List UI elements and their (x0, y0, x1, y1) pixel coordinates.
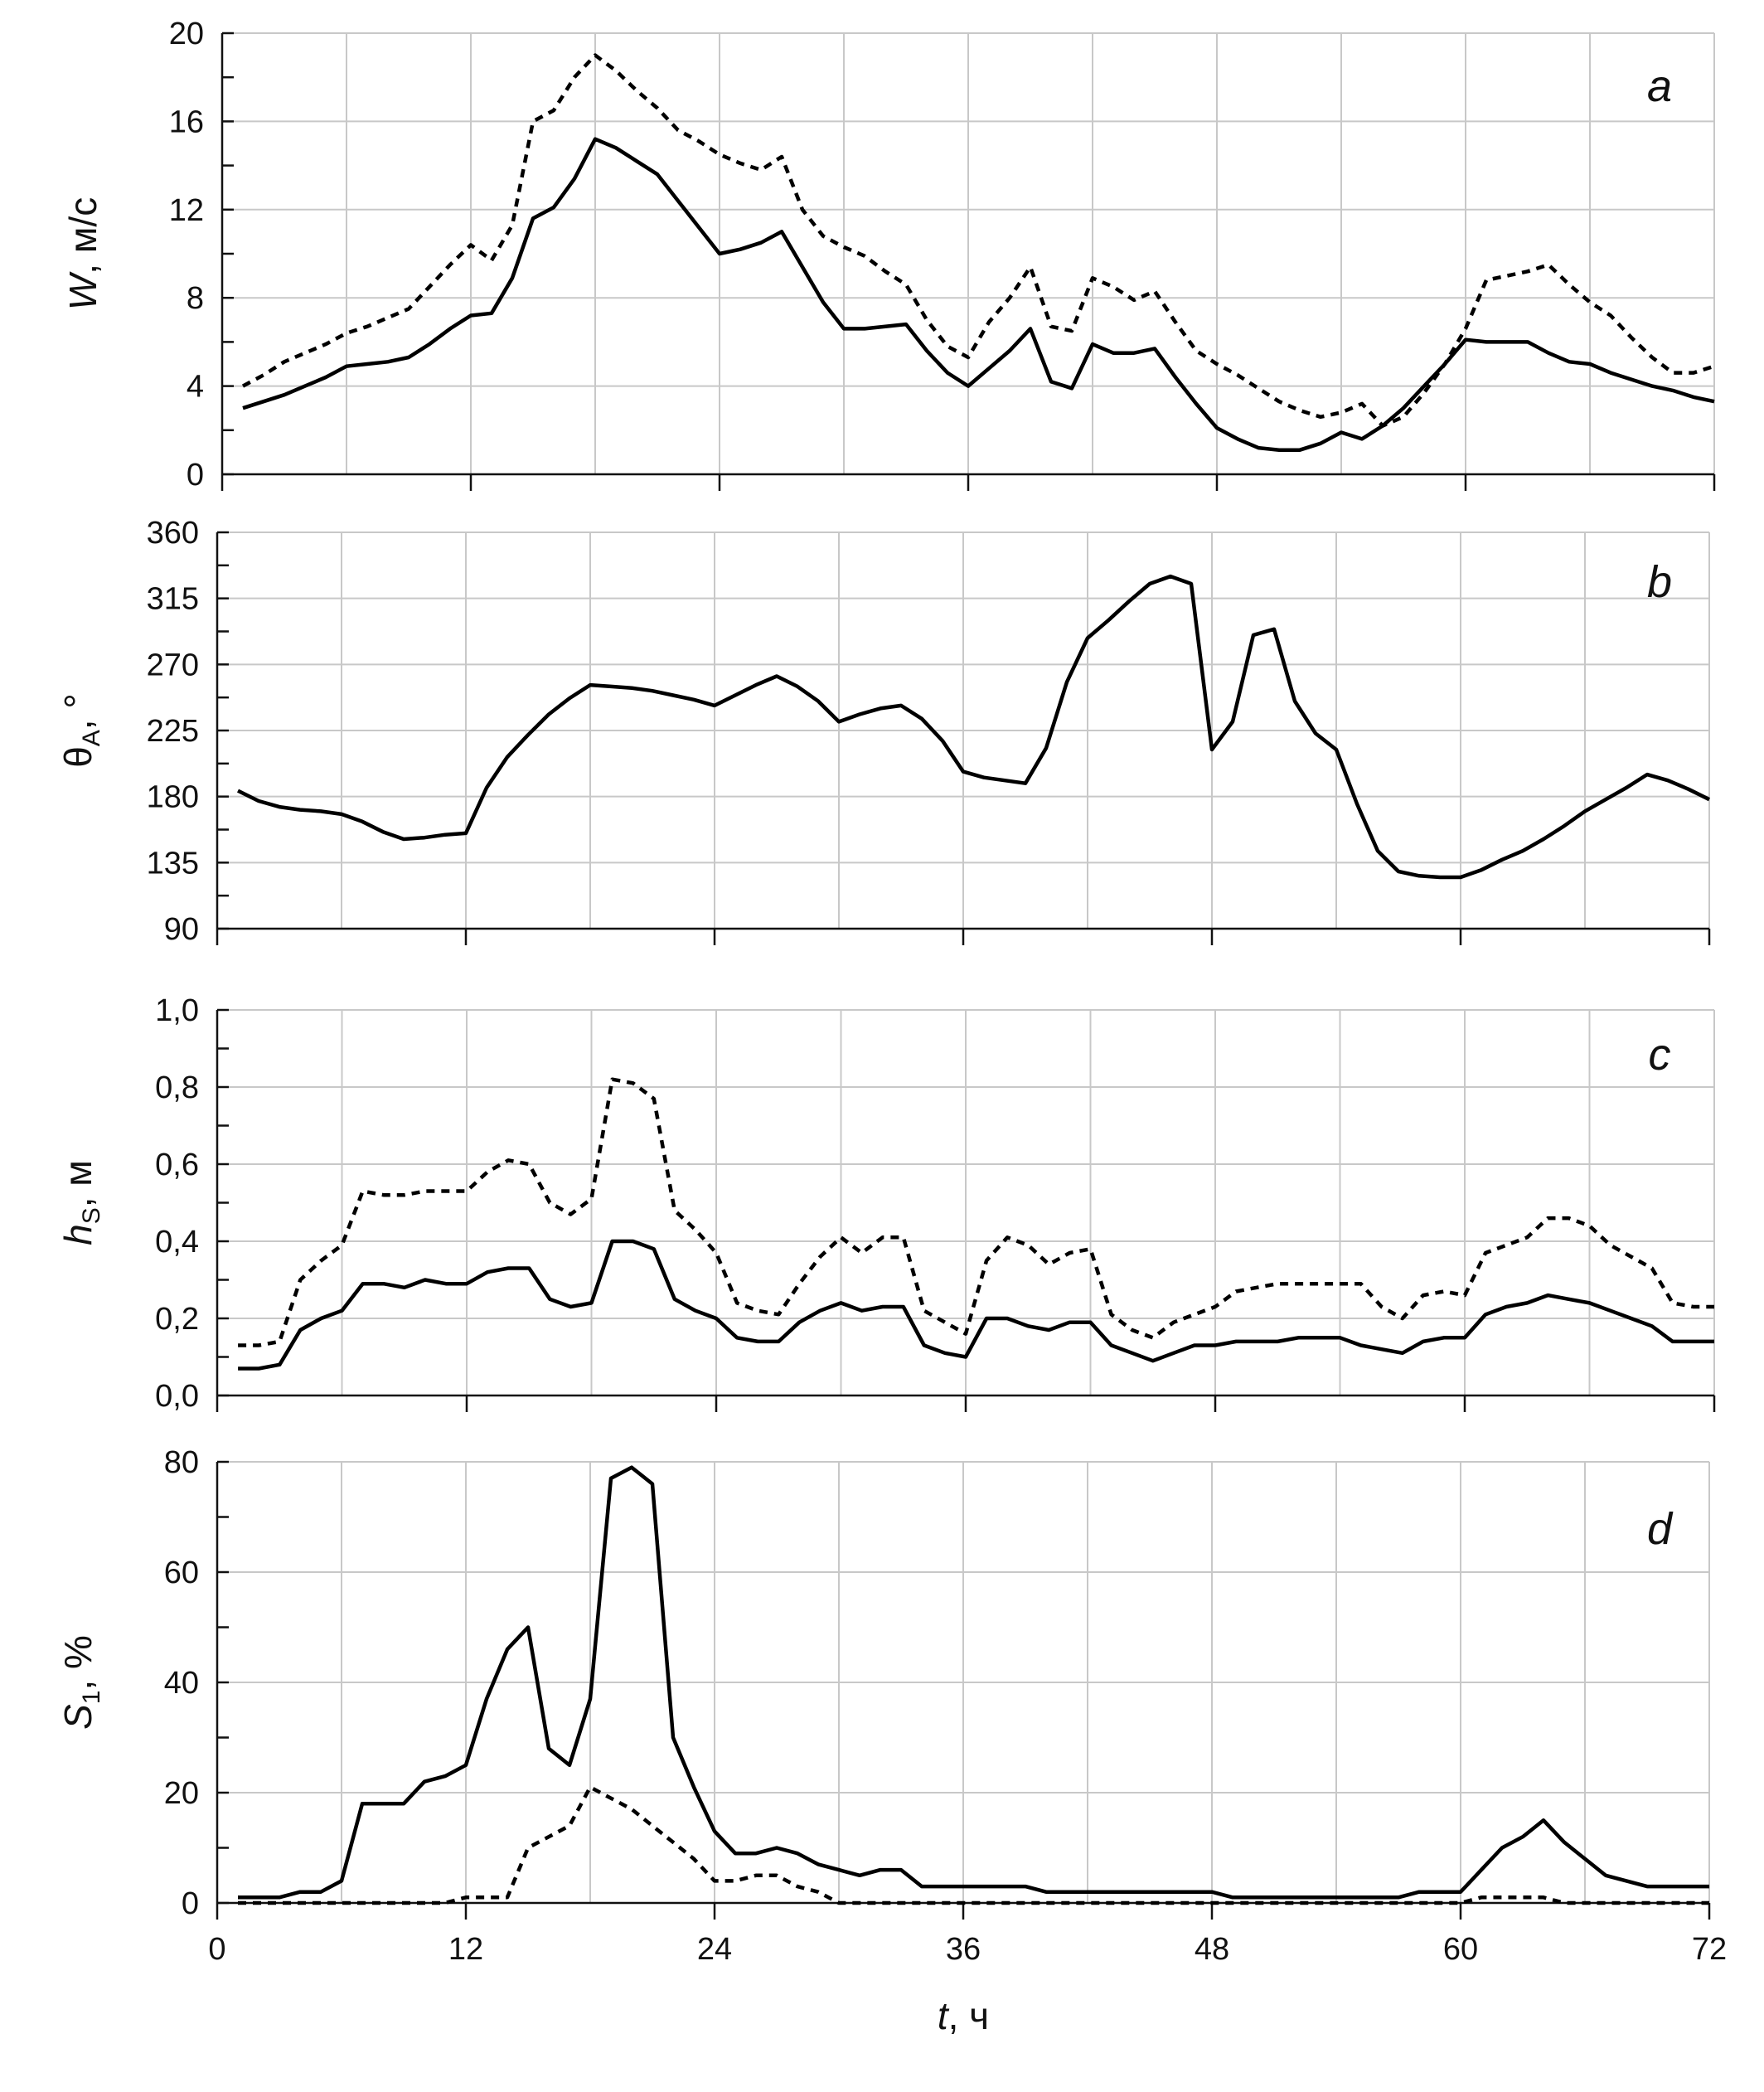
x-axis-title-unit: , ч (948, 1994, 990, 2037)
y-axis-title: θA, ° (56, 693, 105, 768)
y-tick-label: 90 (164, 912, 199, 947)
y-tick-label: 360 (147, 516, 199, 551)
y-tick-label: 180 (147, 780, 199, 815)
y-tick-label: 20 (164, 1776, 199, 1811)
x-tick-label: 48 (1195, 1932, 1229, 1967)
panel-a: 0 4 8 12 16 20 a W, м/с (61, 17, 1716, 493)
y-axis-title-subscript: A (78, 730, 105, 746)
y-tick-label: 60 (164, 1556, 199, 1590)
y-axis-title-unit: , м/с (61, 197, 104, 274)
series-line-solid (242, 137, 1715, 452)
x-axis-title: t, ч (938, 1994, 989, 2037)
y-tick-label: 16 (169, 104, 204, 139)
panel-b: 90 135 180 225 270 315 360 b θA, ° (56, 516, 1711, 947)
x-tick-label: 0 (208, 1932, 225, 1967)
x-axis-title-main: t (938, 1994, 950, 2037)
y-tick-label: 4 (187, 370, 204, 405)
series-line-solid (237, 574, 1710, 880)
panel-letter: b (1647, 557, 1672, 607)
panel-letter: d (1647, 1504, 1674, 1554)
panel-letter: c (1649, 1030, 1671, 1080)
panel-d: 0 20 40 60 80 d S1, % 0 12 24 36 48 60 72 t, ч (56, 1445, 1727, 2037)
x-tick-label: 60 (1443, 1932, 1478, 1967)
y-tick-label: 40 (164, 1666, 199, 1701)
panel-letter: a (1647, 61, 1672, 111)
panel-c: 0,0 0,2 0,4 0,6 0,8 1,0 c hS, м (56, 993, 1716, 1414)
y-axis-title-subscript: 1 (78, 1691, 105, 1705)
y-tick-label: 0,0 (155, 1379, 199, 1414)
series-line-dotted (238, 1077, 1714, 1347)
y-axis-title-unit: , м (56, 1160, 99, 1207)
y-axis-title: hS, м (56, 1160, 105, 1245)
y-tick-label: 0,2 (155, 1302, 199, 1337)
y-tick-label: 225 (147, 714, 199, 749)
y-tick-label: 0,6 (155, 1148, 199, 1182)
y-tick-label: 20 (169, 17, 204, 51)
y-tick-label: 12 (169, 193, 204, 228)
y-tick-label: 270 (147, 648, 199, 682)
x-tick-label: 24 (697, 1932, 732, 1967)
y-axis-title-main: h (56, 1224, 99, 1245)
y-axis-title: S1, % (56, 1635, 105, 1730)
series-line-solid (238, 1465, 1709, 1900)
x-tick-label: 12 (448, 1932, 483, 1967)
y-axis-title-main: θ (56, 746, 99, 768)
y-tick-label: 8 (187, 281, 204, 316)
y-tick-label: 0,4 (155, 1225, 199, 1260)
y-tick-label: 135 (147, 846, 199, 881)
y-axis-title-main: S (56, 1704, 99, 1730)
y-axis-title-subscript: S (78, 1207, 105, 1224)
y-axis-title-main: W (61, 270, 104, 310)
y-axis-title-unit: , % (56, 1635, 99, 1690)
y-tick-label: 0 (187, 458, 204, 493)
x-tick-label: 36 (946, 1932, 981, 1967)
series-line-dotted (238, 1785, 1709, 1905)
series-line-dotted (241, 53, 1715, 428)
y-tick-label: 315 (147, 582, 199, 617)
y-tick-label: 80 (164, 1445, 199, 1480)
y-tick-label: 1,0 (155, 993, 199, 1028)
y-axis-title: W, м/с (61, 197, 104, 310)
x-tick-label: 72 (1692, 1932, 1727, 1967)
series-line-solid (238, 1239, 1714, 1371)
y-axis-title-unit: , ° (56, 693, 99, 730)
y-tick-label: 0,8 (155, 1070, 199, 1105)
y-tick-label: 0 (182, 1886, 199, 1921)
